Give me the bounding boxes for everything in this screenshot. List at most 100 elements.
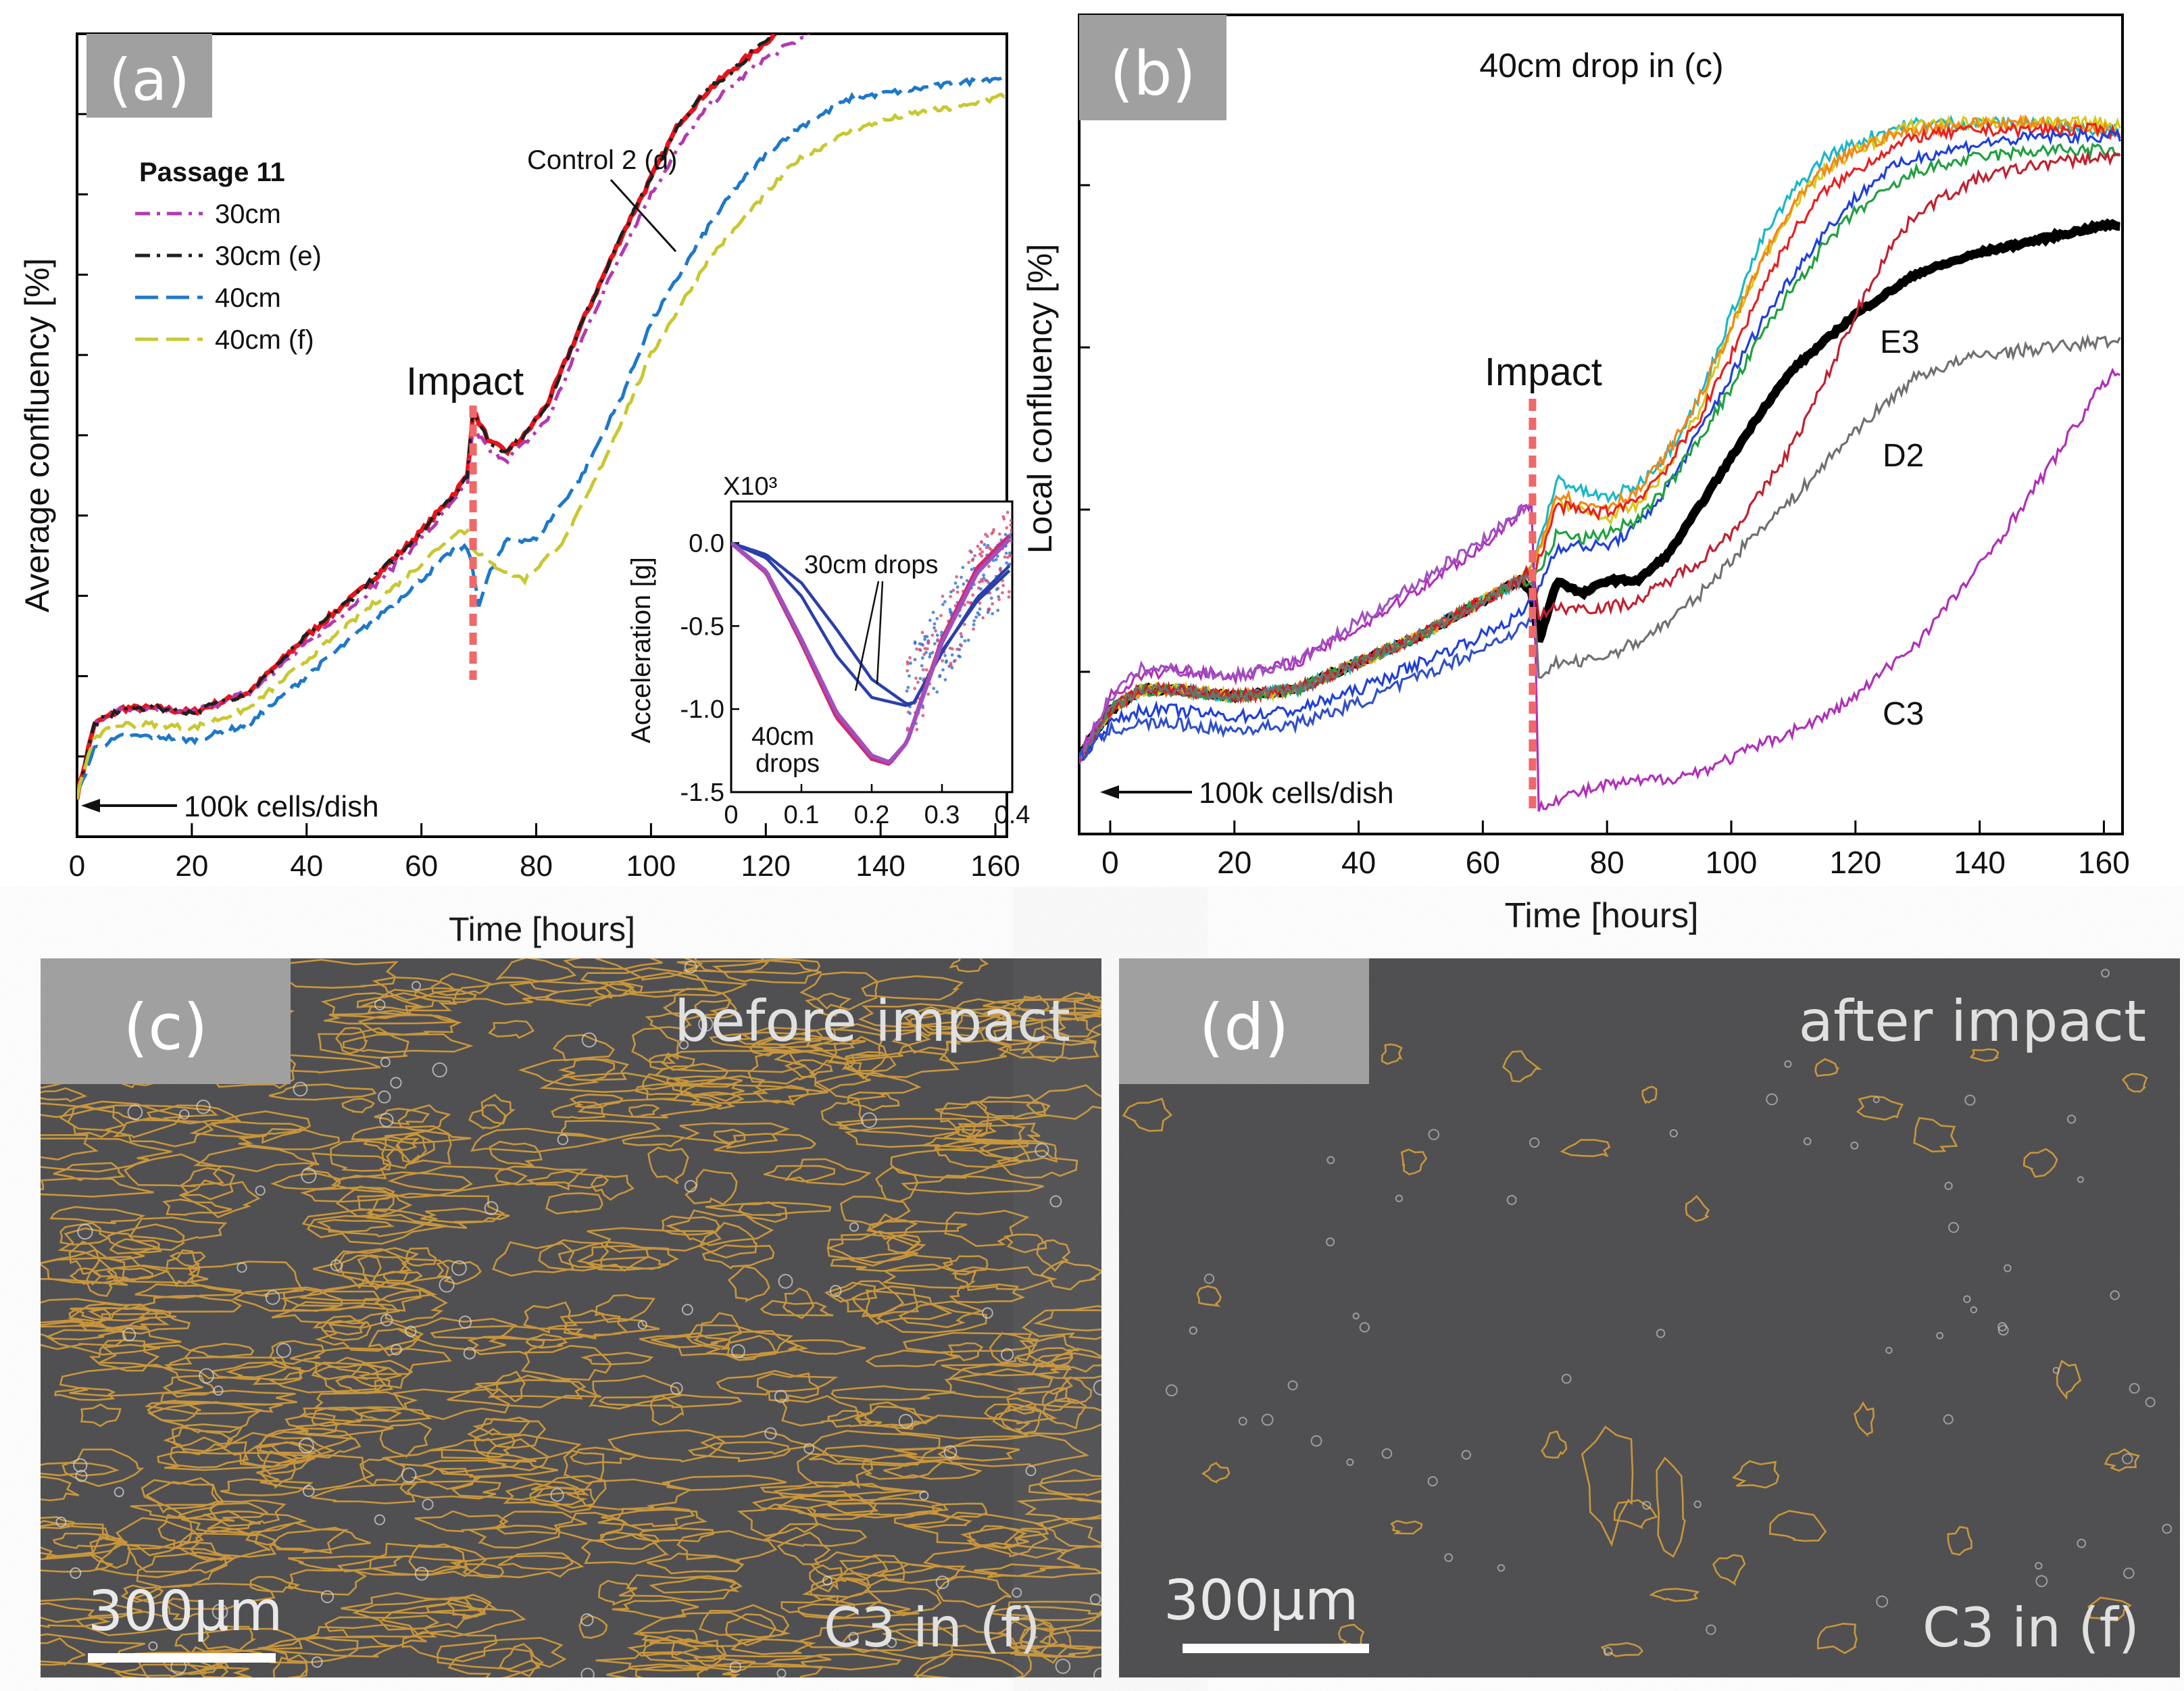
cell-outline [306,1214,448,1245]
cell-outline [447,1594,492,1619]
inset-40cm-label: 40cm [751,722,814,751]
scatter-point [981,616,985,620]
scatter-point [998,568,1002,572]
scatter-point [989,596,993,600]
cell-outline [593,983,637,999]
scatter-point [953,658,957,662]
cell-outline [225,1363,303,1381]
cell-outline [1036,1239,1071,1272]
cell-outline [41,1516,75,1529]
cell-outline [557,1057,616,1081]
scatter-point [955,574,959,579]
cell-outline [785,1339,866,1355]
cell-outline [765,1653,902,1671]
cell-outline [397,1317,518,1352]
cell-outline [1033,1309,1101,1331]
cell-outline [316,1219,395,1233]
round-cell [1529,1137,1540,1148]
cell-outline [2104,1448,2141,1472]
cell-outline [957,1122,997,1137]
round-cell [330,1259,343,1271]
cell-outline [1816,1623,1858,1655]
round-cell [114,1487,124,1498]
scatter-point [956,590,960,594]
x-tick-label: 20 [175,850,208,883]
cell-outline [562,958,663,970]
cell-outline [618,1574,743,1602]
cell-outline [763,1165,836,1183]
cell-outline [1031,1352,1101,1379]
cell-outline [1042,1397,1087,1429]
cell-outline [922,1137,1029,1152]
legend-label: 40cm [215,283,281,313]
cell-outline [865,1349,960,1368]
cell-outline [810,1429,941,1466]
round-cell [1049,1195,1062,1208]
cell-outline [392,1388,511,1421]
cell-outline [287,1555,404,1571]
cell-outline [784,1059,833,1078]
cell-outline [1019,1335,1080,1364]
cell-outline [272,1654,308,1677]
cell-outline [352,1596,488,1631]
scatter-point [921,668,925,672]
series-line [77,34,778,796]
legend-label: 30cm [215,199,281,229]
scatter-point [918,642,922,645]
scatter-point [1010,528,1012,532]
round-cell [1001,1348,1014,1361]
cell-outline [312,1315,366,1335]
cell-outline [470,1127,607,1154]
x-tick-label: 140 [855,850,905,883]
round-cell [1461,1450,1472,1460]
cell-outline [362,988,457,1012]
cell-outline [890,1146,1019,1179]
cell-outline [162,1198,232,1216]
round-cell [1165,1384,1178,1397]
scatter-point [936,638,940,641]
cell-outline [420,1207,510,1224]
cell-outline [1814,1058,1839,1077]
round-cell [1346,1458,1354,1467]
cell-outline [809,1564,843,1593]
cell-outline [854,1401,928,1430]
cell-outline [257,1636,397,1658]
scatter-point [915,647,918,651]
round-cell [2077,1538,2087,1548]
cell-outline [1016,995,1050,1015]
cell-outline [382,1448,537,1474]
scatter-point [913,687,917,691]
cell-outline [833,1280,905,1317]
cell-outline [757,1027,883,1060]
round-cell [401,1467,417,1483]
round-cell [1428,1129,1440,1140]
round-cell [886,1637,897,1648]
scatter-point [913,658,917,662]
y-tick-label: -1.5 [680,779,724,807]
cell-outline [1854,1401,1875,1438]
seed-annotation-b: 100k cells/dish [1100,777,1394,810]
cell-outline [242,1441,323,1476]
round-cell [380,1057,391,1068]
round-cell [70,1567,82,1579]
cell-outline [901,1174,1044,1195]
panel-d-caption: C3 in (f) [1922,1596,2139,1659]
round-cell [75,1469,88,1482]
round-cell [1497,1564,1506,1572]
round-cell [212,1603,228,1620]
cell-outline [580,966,709,994]
cell-outline [430,973,492,996]
inset-30cm-label: 30cm drops [804,551,939,579]
x-tick-label: 20 [1217,845,1251,880]
cell-outline [1969,1048,2000,1062]
scatter-point [971,593,975,597]
round-cell [1997,1325,2009,1336]
cell-outline [1581,1425,1634,1547]
scatter-point [920,631,924,635]
cell-outline [299,1406,403,1423]
cell-outline [462,1563,505,1579]
cell-outline [698,1221,758,1258]
cell-outline [687,1441,791,1463]
cell-outline [830,1252,953,1272]
cell-outlines-c [41,958,1101,1677]
